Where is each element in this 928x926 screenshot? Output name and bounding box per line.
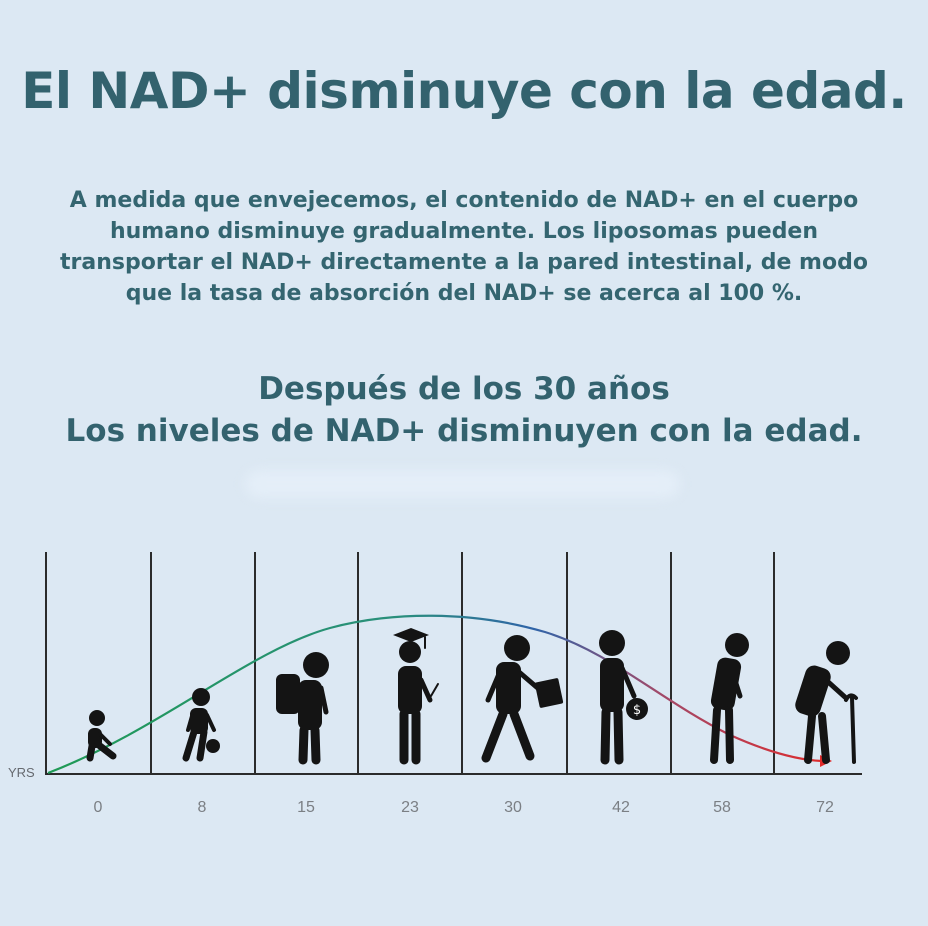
age-label: 0 xyxy=(94,799,103,816)
subheading-line-1: Después de los 30 años xyxy=(258,371,670,407)
age-label: 15 xyxy=(297,799,315,816)
dollar-sign-icon: $ xyxy=(633,703,641,718)
age-label: 23 xyxy=(401,799,419,816)
age-label: 42 xyxy=(612,799,630,816)
age-label: 30 xyxy=(504,799,522,816)
decorative-glow xyxy=(245,470,680,498)
age-diagram: $ YRS 0 8 15 23 30 42 58 72 xyxy=(8,552,862,816)
subheading: Después de los 30 años Los niveles de NA… xyxy=(0,368,928,452)
age-label: 58 xyxy=(713,799,731,816)
graduate-icon xyxy=(393,628,439,765)
senior-icon xyxy=(710,633,749,764)
adult-icon: $ xyxy=(599,630,648,765)
age-label: 72 xyxy=(816,799,834,816)
intro-paragraph: A medida que envejecemos, el contenido d… xyxy=(60,188,868,306)
elder-with-cane-icon xyxy=(795,641,858,764)
age-tick-labels: 0 8 15 23 30 42 58 72 xyxy=(94,799,834,816)
column-dividers xyxy=(45,552,775,775)
schoolchild-icon xyxy=(276,652,329,765)
toddler-icon xyxy=(182,688,220,762)
age-label: 8 xyxy=(198,799,207,816)
unit-label: YRS xyxy=(8,765,35,780)
worker-icon xyxy=(481,635,564,763)
nad-level-curve xyxy=(47,614,823,775)
subheading-line-2: Los niveles de NAD+ disminuyen con la ed… xyxy=(65,413,863,449)
page-title: El NAD+ disminuye con la edad. xyxy=(21,62,907,120)
baby-icon xyxy=(86,710,117,762)
